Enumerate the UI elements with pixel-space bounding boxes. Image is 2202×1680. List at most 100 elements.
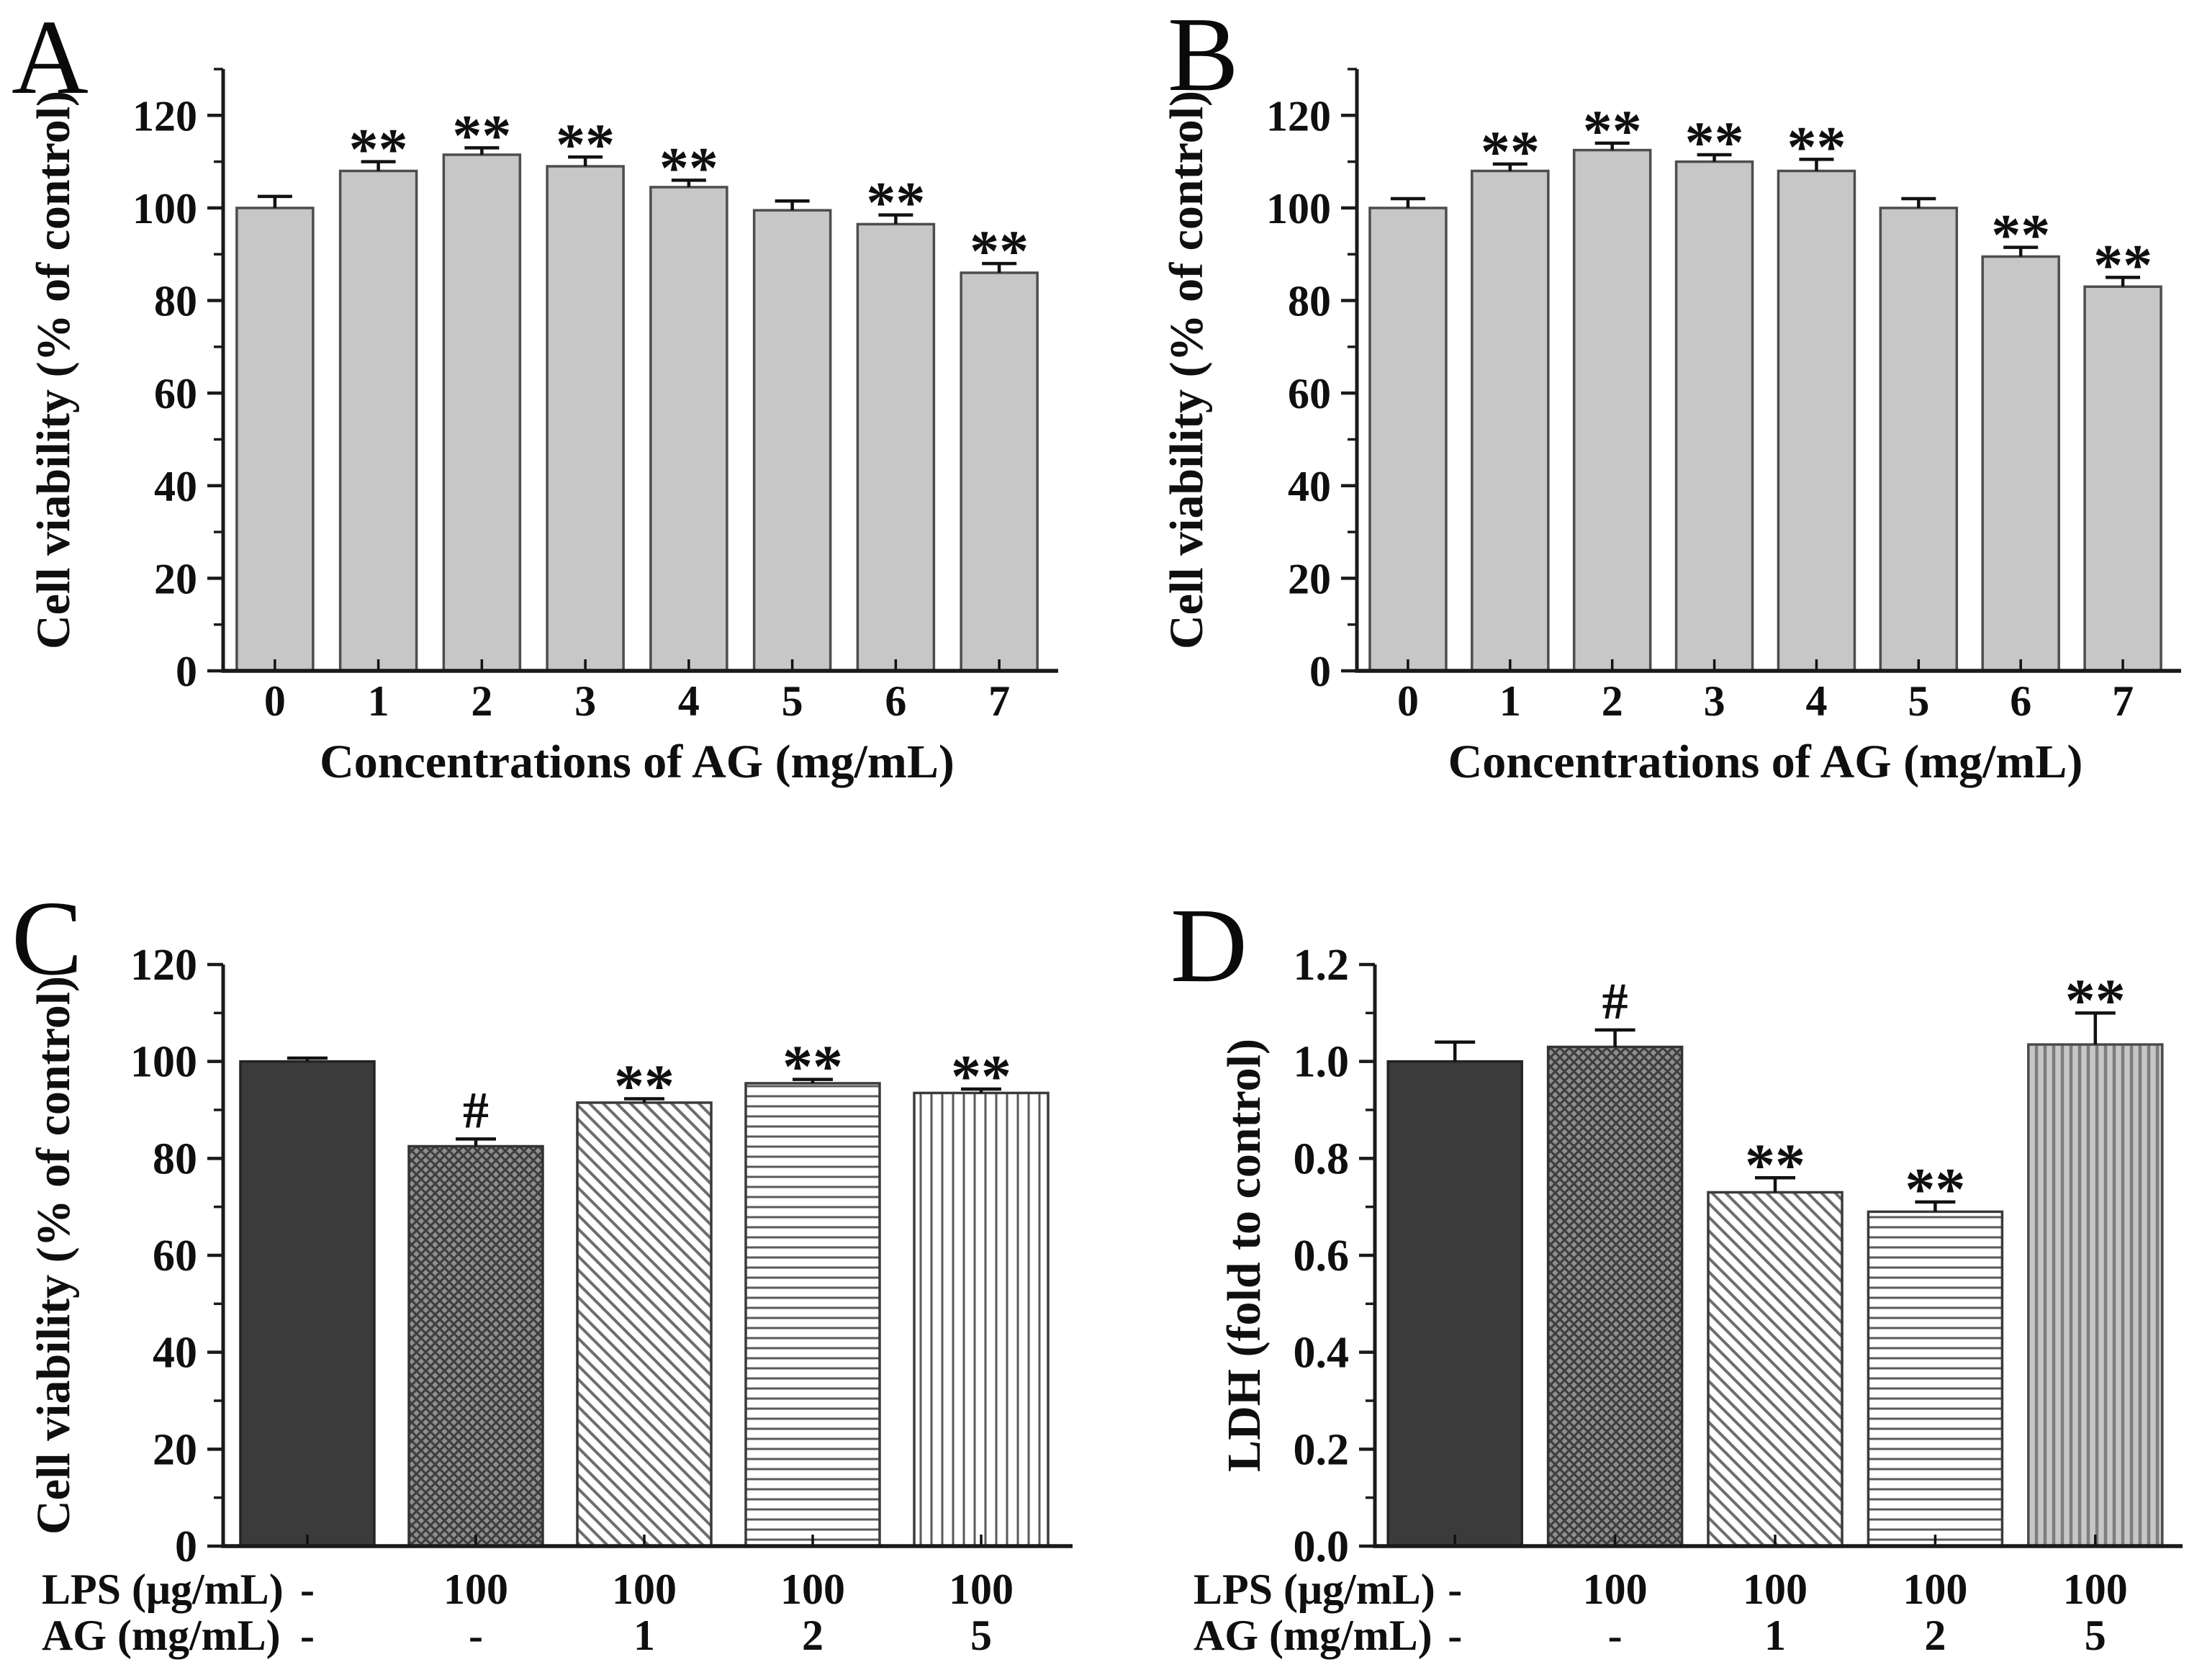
treatment-row-value: - <box>300 1566 315 1613</box>
x-tick-label: 3 <box>574 677 596 725</box>
x-tick-label: 5 <box>1908 677 1929 725</box>
bar <box>2083 285 2162 672</box>
y-axis-label: LDH (fold to control) <box>1218 1039 1271 1472</box>
bar <box>576 1101 713 1548</box>
bar <box>546 165 625 672</box>
bar <box>442 153 522 672</box>
y-tick-label: 40 <box>153 1329 197 1378</box>
significance-annotation: ** <box>659 135 718 200</box>
bar <box>235 207 315 672</box>
x-tick-label: 7 <box>2112 677 2134 725</box>
error-bar <box>287 1056 328 1062</box>
x-tick-label: 2 <box>471 677 492 725</box>
treatment-row-value: - <box>300 1612 315 1659</box>
panel-c-label: C <box>12 880 83 998</box>
treatment-row-value: 100 <box>443 1566 508 1613</box>
error-bar <box>1435 1040 1476 1062</box>
x-tick-label: 5 <box>782 677 803 725</box>
y-tick-label: 40 <box>154 463 197 510</box>
y-tick-label: 80 <box>153 1134 197 1183</box>
x-tick-label: 6 <box>885 677 906 725</box>
significance-annotation: # <box>1602 972 1628 1030</box>
error-bar <box>878 213 913 225</box>
treatment-row-value: 100 <box>780 1566 845 1613</box>
treatment-row-value: - <box>1448 1612 1462 1659</box>
panel-b: B ** ** ** ** ** ** 0 20 40 60 80 100 120 Cell viabil… <box>1101 0 2202 842</box>
x-tick-label: 1 <box>368 677 389 725</box>
bar <box>752 209 832 672</box>
error-bar <box>464 146 500 155</box>
error-bar <box>793 1078 833 1083</box>
y-tick-label: 20 <box>154 555 197 602</box>
bar <box>338 169 418 672</box>
significance-annotation: ** <box>1745 1132 1805 1198</box>
y-tick-label: 120 <box>132 92 197 140</box>
x-tick-label: 6 <box>2010 677 2031 725</box>
error-bar <box>961 1087 1001 1093</box>
panel-a: A ** ** ** ** ** ** 0 20 40 60 80 100 120 Cell viabil… <box>0 0 1101 842</box>
significance-annotation: ** <box>1905 1156 1965 1223</box>
bar <box>1546 1045 1684 1548</box>
x-tick-label: 2 <box>1602 677 1623 725</box>
x-tick-label: 4 <box>678 677 700 725</box>
significance-annotation: ** <box>452 102 511 168</box>
treatment-row-value: 100 <box>1583 1566 1648 1613</box>
x-tick-label: 1 <box>1499 677 1521 725</box>
x-axis-label: Concentrations of AG (mg/mL) <box>1448 736 2083 788</box>
error-bar <box>1697 153 1732 162</box>
significance-annotation: ** <box>1583 98 1642 163</box>
treatment-row-value: - <box>1608 1612 1623 1659</box>
significance-annotation: ** <box>866 170 925 235</box>
x-tick-label: 0 <box>264 677 286 725</box>
x-tick-label: 3 <box>1704 677 1725 725</box>
treatment-row-label: LPS (μg/mL) <box>42 1566 284 1613</box>
y-tick-label: 0.6 <box>1294 1232 1350 1281</box>
error-bar <box>1594 141 1630 150</box>
x-tick-label: 7 <box>988 677 1010 725</box>
significance-annotation: ** <box>2065 967 2126 1034</box>
significance-annotation: # <box>463 1081 489 1139</box>
significance-annotation: ** <box>951 1043 1011 1110</box>
y-tick-label: 60 <box>154 370 197 417</box>
significance-annotation: ** <box>349 117 408 182</box>
error-bar <box>1915 1200 1956 1212</box>
bar <box>1707 1191 1844 1548</box>
bar <box>239 1060 376 1548</box>
error-bar <box>624 1097 664 1103</box>
error-bar <box>1901 197 1936 208</box>
chart-d-ldh: # ** ** ** 0.0 0.2 0.4 0.6 0.8 1.0 1.2 LDH (fold to… <box>1193 941 2183 1659</box>
y-tick-label: 40 <box>1288 463 1331 510</box>
y-tick-label: 20 <box>1288 555 1331 602</box>
panel-b-label: B <box>1168 0 1239 114</box>
chart-c-cell-viability-lps: # ** ** ** 0 20 40 60 80 100 120 Cell viability (% … <box>27 941 1073 1659</box>
error-bar <box>671 179 706 187</box>
y-axis-label: Cell viability (% of control) <box>27 91 80 649</box>
treatment-row-label: AG (mg/mL) <box>1193 1612 1432 1659</box>
error-bar <box>2106 276 2141 287</box>
bar <box>1572 148 1652 672</box>
significance-annotation: ** <box>614 1053 674 1120</box>
y-tick-label: 1.2 <box>1294 941 1350 990</box>
bar <box>1867 1210 2004 1548</box>
y-tick-label: 0.2 <box>1294 1425 1350 1474</box>
y-tick-label: 120 <box>1266 92 1331 140</box>
error-bar <box>456 1137 496 1147</box>
y-tick-label: 120 <box>130 941 197 990</box>
bar <box>960 271 1039 672</box>
treatment-row-value: 100 <box>612 1566 677 1613</box>
y-tick-label: 100 <box>1266 185 1331 232</box>
y-axis-label: Cell viability (% of control) <box>1160 91 1213 649</box>
treatment-row-value: 2 <box>1924 1612 1946 1659</box>
panel-d: D # ** ** ** 0.0 0.2 0.4 0.6 0.8 1.0 1.2 LDH (fold … <box>1101 842 2202 1680</box>
x-axis-label: Concentrations of AG (mg/mL) <box>320 736 955 788</box>
treatment-row-value: - <box>1448 1566 1462 1613</box>
y-tick-label: 100 <box>130 1038 197 1087</box>
error-bar <box>2075 1011 2116 1045</box>
error-bar <box>982 261 1017 273</box>
panel-c: C # ** ** ** 0 20 40 60 80 100 120 Cell viability (… <box>0 842 1101 1680</box>
treatment-row-value: 1 <box>1764 1612 1786 1659</box>
y-tick-label: 1.0 <box>1294 1038 1350 1087</box>
bar <box>913 1091 1050 1548</box>
